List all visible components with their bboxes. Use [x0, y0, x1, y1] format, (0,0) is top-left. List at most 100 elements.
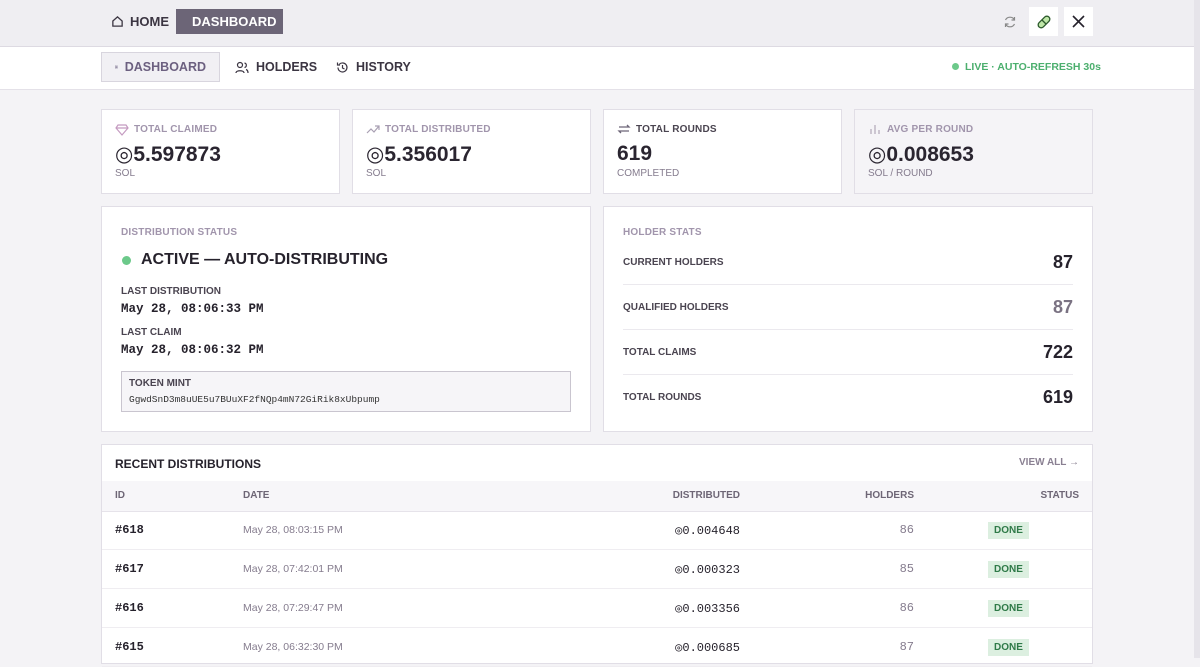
- grid-icon: [115, 65, 118, 69]
- column-header: HOLDERS: [865, 490, 914, 501]
- row-amount: ◎0.003356: [675, 602, 740, 616]
- scrollbar: [1194, 0, 1200, 658]
- view-all-link[interactable]: VIEW ALL →: [1019, 457, 1079, 468]
- stat-unit: SOL: [366, 168, 387, 179]
- row-holders: 85: [899, 562, 914, 576]
- stat-card: TOTAL DISTRIBUTED ◎5.356017 SOL: [352, 109, 591, 194]
- stat-value: 619: [617, 142, 653, 165]
- column-header: ID: [115, 490, 125, 501]
- row-holders: 86: [899, 601, 914, 615]
- row-id: #615: [115, 640, 144, 654]
- column-header: DISTRIBUTED: [672, 490, 740, 501]
- stat-value: ◎5.597873: [115, 143, 221, 166]
- field-label: LAST CLAIM: [121, 327, 182, 338]
- tab-label: HOLDERS: [256, 60, 318, 74]
- history-icon: [336, 61, 348, 73]
- tab-label: DASHBOARD: [124, 60, 206, 74]
- stat-value: ◎5.356017: [366, 143, 472, 166]
- card-title: HOLDER STATS: [623, 227, 702, 238]
- pill-icon: [1037, 15, 1050, 28]
- status-dot: [122, 256, 131, 265]
- row-amount: ◎0.000323: [675, 563, 740, 577]
- row-date: May 28, 07:42:01 PM: [243, 563, 343, 575]
- stat-row-value: 619: [1042, 387, 1073, 407]
- row-date: May 28, 07:29:47 PM: [243, 602, 343, 614]
- stat-row-value: 87: [1052, 252, 1073, 272]
- row-id: #617: [115, 562, 144, 576]
- pill-button[interactable]: [1029, 7, 1058, 36]
- mint-box: TOKEN MINT GgwdSnD3m8uUE5u7BUuXF2fNQp4mN…: [121, 371, 571, 412]
- status-badge: DONE: [988, 600, 1029, 617]
- stat-icon: [870, 125, 880, 134]
- row-date: May 28, 06:32:30 PM: [243, 641, 343, 653]
- row-divider: [623, 374, 1073, 375]
- stat-row-label: TOTAL CLAIMS: [623, 347, 697, 358]
- stat-icon: [617, 124, 631, 134]
- row-divider: [623, 284, 1073, 285]
- row-divider: [102, 549, 1092, 550]
- live-status: LIVE · AUTO-REFRESH 30s: [965, 61, 1101, 73]
- row-holders: 86: [899, 523, 914, 537]
- row-divider: [102, 588, 1092, 589]
- nav-dashboard[interactable]: DASHBOARD: [176, 9, 283, 34]
- tab-history[interactable]: HISTORY: [323, 52, 424, 82]
- stat-icon: [366, 125, 380, 134]
- field-value: May 28, 08:06:33 PM: [121, 302, 264, 316]
- card-title: RECENT DISTRIBUTIONS: [115, 457, 262, 471]
- stat-card: TOTAL ROUNDS 619 COMPLETED: [603, 109, 842, 194]
- mint-address: GgwdSnD3m8uUE5u7BUuXF2fNQp4mN72GiRik8xUb…: [129, 394, 380, 405]
- row-divider: [623, 329, 1073, 330]
- row-id: #618: [115, 523, 144, 537]
- refresh-button[interactable]: [995, 7, 1024, 36]
- stat-row-value: 87: [1052, 297, 1073, 317]
- home-icon: [112, 15, 123, 27]
- x-button[interactable]: [1064, 7, 1093, 36]
- refresh-icon: [1004, 16, 1015, 27]
- stat-value: ◎0.008653: [868, 143, 974, 166]
- stat-card: AVG PER ROUND ◎0.008653 SOL / ROUND: [854, 109, 1093, 194]
- stat-unit: COMPLETED: [617, 168, 680, 179]
- field-label: LAST DISTRIBUTION: [121, 286, 221, 297]
- nav-label: HOME: [130, 14, 169, 29]
- tab-label: HISTORY: [356, 60, 411, 74]
- distribution-card: DISTRIBUTION STATUS ACTIVE — AUTO-DISTRI…: [101, 206, 591, 432]
- stat-unit: SOL / ROUND: [868, 168, 933, 179]
- stat-row-label: CURRENT HOLDERS: [623, 257, 724, 268]
- row-amount: ◎0.004648: [675, 524, 740, 538]
- stat-unit: SOL: [115, 168, 136, 179]
- users-icon: [235, 61, 249, 73]
- status-badge: DONE: [988, 561, 1029, 578]
- field-value: May 28, 08:06:32 PM: [121, 343, 264, 357]
- stat-row-label: TOTAL ROUNDS: [623, 392, 702, 403]
- stat-label: TOTAL ROUNDS: [636, 124, 717, 135]
- x-icon: [1072, 15, 1085, 28]
- card-title: DISTRIBUTION STATUS: [121, 227, 238, 238]
- stat-label: TOTAL DISTRIBUTED: [385, 124, 491, 135]
- status-badge: DONE: [988, 522, 1029, 539]
- tab-holders[interactable]: HOLDERS: [222, 52, 330, 82]
- row-amount: ◎0.000685: [675, 641, 740, 655]
- stat-icon: [115, 124, 129, 136]
- holder-stats-card: HOLDER STATS CURRENT HOLDERS 87 QUALIFIED …: [603, 206, 1093, 432]
- stat-label: TOTAL CLAIMED: [134, 124, 218, 135]
- stat-row-value: 722: [1042, 342, 1073, 362]
- status-badge: DONE: [988, 639, 1029, 656]
- row-date: May 28, 08:03:15 PM: [243, 524, 343, 536]
- live-dot: [952, 63, 959, 70]
- field-label: TOKEN MINT: [129, 378, 192, 389]
- nav-home[interactable]: HOME: [101, 9, 179, 34]
- recent-card: RECENT DISTRIBUTIONS VIEW ALL → ID DATE DI…: [101, 444, 1093, 667]
- stat-row-label: QUALIFIED HOLDERS: [623, 302, 729, 313]
- row-holders: 87: [899, 640, 914, 654]
- stat-card: TOTAL CLAIMED ◎5.597873 SOL: [101, 109, 340, 194]
- nav-label: DASHBOARD: [192, 14, 277, 29]
- tab-dashboard[interactable]: DASHBOARD: [101, 52, 220, 82]
- column-header: DATE: [243, 490, 270, 501]
- row-id: #616: [115, 601, 144, 615]
- stat-label: AVG PER ROUND: [887, 124, 974, 135]
- row-divider: [102, 627, 1092, 628]
- column-header: STATUS: [1040, 490, 1079, 501]
- table-header: [102, 481, 1092, 512]
- status-text: ACTIVE — AUTO-DISTRIBUTING: [141, 251, 389, 268]
